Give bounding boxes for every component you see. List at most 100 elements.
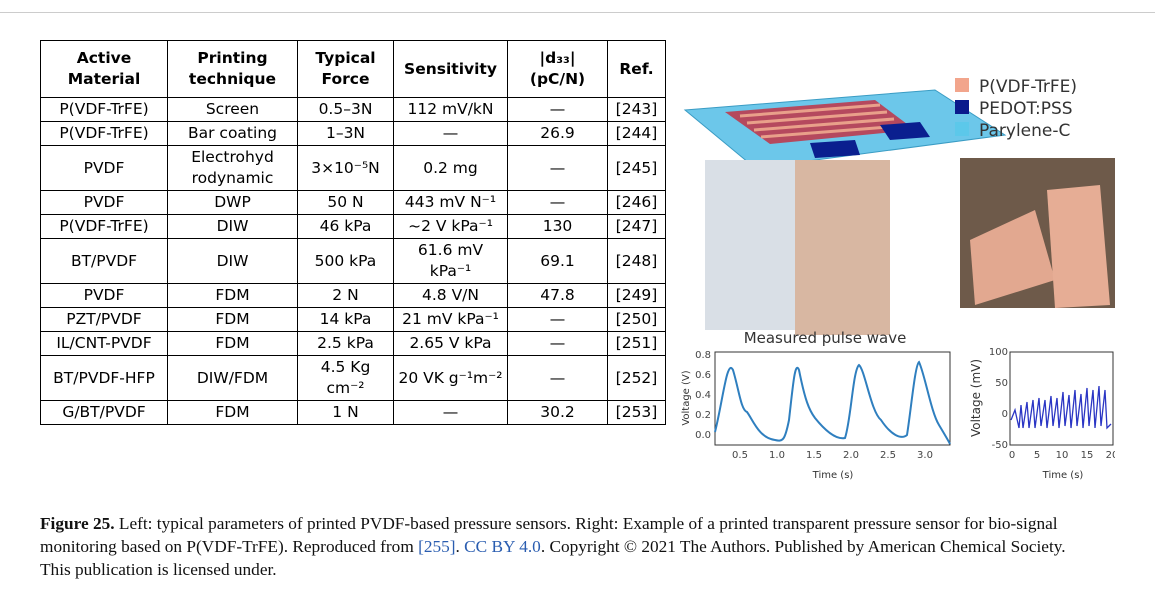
table-cell: 3×10⁻⁵N — [297, 145, 394, 191]
table-cell: DIW/FDM — [167, 355, 298, 401]
table-cell: [245] — [607, 145, 666, 191]
table-cell: P(VDF-TrFE) — [40, 121, 168, 146]
tick-label: 100 — [989, 347, 1008, 358]
table-cell: DIW — [167, 214, 298, 239]
table-cell: FDM — [167, 283, 298, 308]
table-cell: PVDF — [40, 145, 168, 191]
table-cell: 30.2 — [507, 400, 608, 425]
table-cell: PVDF — [40, 283, 168, 308]
table-cell: BT/PVDF — [40, 238, 168, 284]
table-cell: 4.5 Kg cm⁻² — [297, 355, 394, 401]
table-cell: 47.8 — [507, 283, 608, 308]
table-cell: [251] — [607, 331, 666, 356]
electrode-fingers — [739, 103, 902, 139]
table-row: PVDF FDM 2 N 4.8 V/N 47.8 [249] — [40, 283, 666, 308]
table-row: PVDF DWP 50 N 443 mV N⁻¹ — [246] — [40, 190, 666, 215]
table-cell: 20 VK g⁻¹m⁻² — [393, 355, 508, 401]
table-cell: 2.65 V kPa — [393, 331, 508, 356]
tick-label: 50 — [995, 378, 1008, 389]
signal-trace — [1010, 385, 1112, 430]
legend-label: P(VDF-TrFE) — [979, 77, 1077, 97]
table-cell: [244] — [607, 121, 666, 146]
caption-license-link[interactable]: CC BY 4.0 — [464, 537, 541, 556]
table-cell: — — [507, 190, 608, 215]
table-cell: 14 kPa — [297, 307, 394, 332]
table-cell: FDM — [167, 331, 298, 356]
table-cell: [247] — [607, 214, 666, 239]
table-row: BT/PVDF DIW 500 kPa 61.6 mV kPa⁻¹ 69.1 [248] — [40, 238, 666, 284]
pad — [810, 140, 860, 158]
caption-text: . Copyright © 2021 The Authors. Publishe… — [40, 537, 1066, 579]
caption-text: Left: typical parameters of printed PVDF… — [40, 514, 1058, 556]
table-cell: 0.5–3N — [297, 97, 394, 122]
table-cell: — — [507, 307, 608, 332]
table-cell: IL/CNT-PVDF — [40, 331, 168, 356]
legend-label: PEDOT:PSS — [979, 99, 1073, 119]
table-cell: 50 N — [297, 190, 394, 215]
photo-arm — [795, 160, 890, 335]
table-cell: 61.6 mV kPa⁻¹ — [393, 238, 508, 284]
table-cell: 21 mV kPa⁻¹ — [393, 307, 508, 332]
legend-swatch — [955, 100, 969, 114]
table-cell: 2 N — [297, 283, 394, 308]
hand — [970, 210, 1055, 305]
table-cell: 500 kPa — [297, 238, 394, 284]
table-row: P(VDF-TrFE) Screen 0.5–3N 112 mV/kN — [243] — [40, 97, 666, 122]
table-cell: [250] — [607, 307, 666, 332]
table-cell: 4.8 V/N — [393, 283, 508, 308]
table-cell: ~2 V kPa⁻¹ — [393, 214, 508, 239]
figure-caption: Figure 25. Left: typical parameters of p… — [40, 512, 1100, 581]
table-cell: BT/PVDF-HFP — [40, 355, 168, 401]
table-cell: 0.2 mg — [393, 145, 508, 191]
table-cell: — — [507, 145, 608, 191]
figure-panel: P(VDF-TrFE) PEDOT:PSS Parylene-C Measure… — [681, 77, 1115, 481]
tick-label: 0.6 — [695, 370, 711, 381]
table-row: P(VDF-TrFE) DIW 46 kPa ~2 V kPa⁻¹ 130 [247] — [40, 214, 666, 239]
table-cell: 2.5 kPa — [297, 331, 394, 356]
tick-label: -50 — [992, 440, 1008, 451]
tick-label: 1.5 — [806, 450, 822, 461]
plot-frame — [1009, 351, 1114, 446]
pulse-trace — [714, 360, 951, 445]
caption-ref-link[interactable]: [255] — [418, 537, 456, 556]
tick-label: 0.5 — [732, 450, 748, 461]
tick-label: 0.2 — [695, 410, 711, 421]
header-cell: Ref. — [607, 40, 666, 98]
table-cell: — — [507, 331, 608, 356]
table-row: IL/CNT-PVDF FDM 2.5 kPa 2.65 V kPa — [251] — [40, 331, 666, 356]
table-cell: [243] — [607, 97, 666, 122]
table-row: PVDF Electrohyd rodynamic 3×10⁻⁵N 0.2 mg — [2… — [40, 145, 666, 191]
table-cell: Screen — [167, 97, 298, 122]
table-cell: 443 mV N⁻¹ — [393, 190, 508, 215]
table-cell: FDM — [167, 307, 298, 332]
table-cell: PZT/PVDF — [40, 307, 168, 332]
axis-label: Time (s) — [1042, 470, 1084, 481]
legend-label: Parylene-C — [979, 121, 1070, 141]
tick-label: 0.0 — [695, 430, 711, 441]
tick-label: 10 — [1056, 450, 1069, 461]
table-cell: Bar coating — [167, 121, 298, 146]
table-row: P(VDF-TrFE) Bar coating 1–3N —26.9 [244] — [40, 121, 666, 146]
caption-text: . — [455, 537, 465, 556]
table-cell: 1–3N — [297, 121, 394, 146]
table-cell: — — [393, 400, 508, 425]
table-cell: DIW — [167, 238, 298, 284]
tick-label: 1.0 — [769, 450, 785, 461]
table-cell: 1 N — [297, 400, 394, 425]
table-cell: FDM — [167, 400, 298, 425]
hand — [1047, 185, 1110, 308]
table-cell: P(VDF-TrFE) — [40, 97, 168, 122]
tick-label: 15 — [1081, 450, 1094, 461]
table-header: Active Material Printing technique Typical… — [40, 40, 666, 98]
table-cell: PVDF — [40, 190, 168, 215]
header-cell: Printing technique — [167, 40, 298, 98]
table-cell: [248] — [607, 238, 666, 284]
table-cell: — — [393, 121, 508, 146]
table-cell: [249] — [607, 283, 666, 308]
parameter-table: Active Material Printing technique Typical… — [40, 40, 666, 425]
table-cell: 46 kPa — [297, 214, 394, 239]
tick-label: 0 — [1009, 450, 1015, 461]
table-cell: [253] — [607, 400, 666, 425]
table-cell: DWP — [167, 190, 298, 215]
